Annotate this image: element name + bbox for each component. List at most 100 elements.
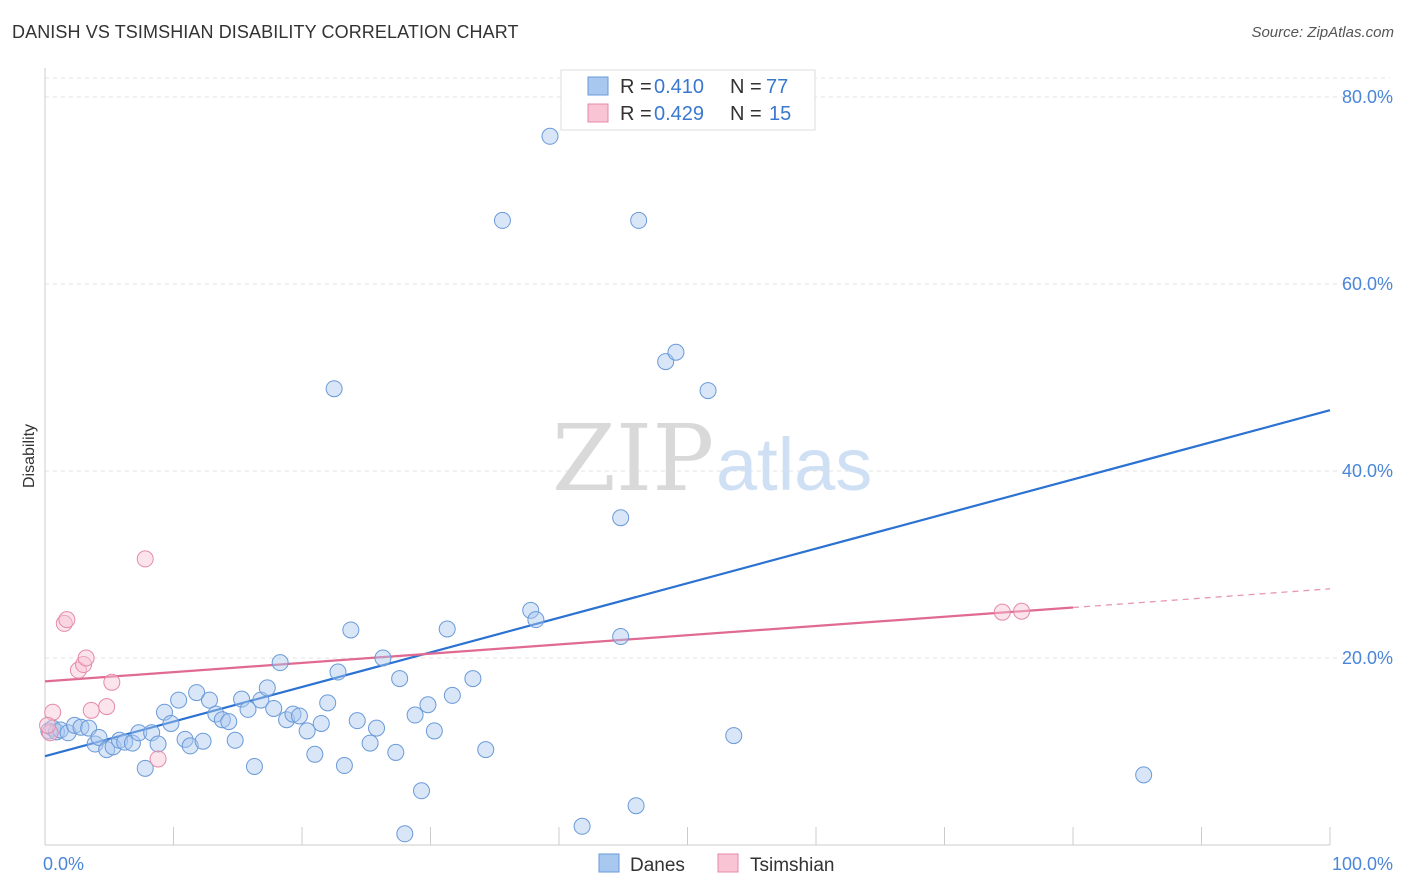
point-danes-77 — [1135, 766, 1153, 784]
point-danes-27 — [207, 705, 225, 723]
point-danes-61 — [443, 686, 461, 704]
point-tsimshian-3 — [58, 611, 76, 629]
watermark-atlas: atlas — [716, 423, 872, 506]
point-danes-50 — [361, 734, 379, 752]
data-points — [39, 127, 1153, 843]
point-danes-23 — [181, 737, 199, 755]
legend-r-label-1: R = — [620, 76, 652, 98]
point-danes-40 — [290, 707, 308, 725]
series-legend: Danes Tsimshian — [598, 853, 834, 876]
point-danes-25 — [194, 732, 212, 750]
point-danes-76 — [725, 727, 743, 745]
chart-title: DANISH VS TSIMSHIAN DISABILITY CORRELATI… — [12, 22, 519, 42]
point-tsimshian-6 — [77, 649, 95, 667]
trend-line-tsimshian — [44, 606, 1074, 683]
point-danes-29 — [220, 713, 238, 731]
legend-r-label-2: R = — [620, 103, 652, 125]
bottom-legend-swatch-tsimshian — [717, 853, 739, 873]
y-tick-label-3: 80.0% — [1342, 87, 1393, 107]
y-axis-label: Disability — [21, 424, 38, 488]
legend-r-value-1: 0.410 — [654, 76, 704, 98]
point-danes-75 — [699, 382, 717, 400]
point-danes-33 — [245, 757, 263, 775]
point-danes-74 — [667, 343, 685, 361]
point-tsimshian-11 — [149, 750, 167, 768]
point-tsimshian-5 — [75, 656, 93, 674]
point-danes-39 — [284, 705, 302, 723]
point-danes-9 — [90, 728, 108, 746]
point-danes-44 — [319, 694, 337, 712]
y-tick-label-0: 20.0% — [1342, 648, 1393, 668]
trend-line-danes — [44, 409, 1331, 758]
legend-swatch-tsimshian — [587, 103, 609, 123]
legend-n-value-1: 77 — [766, 76, 788, 98]
point-danes-30 — [226, 731, 244, 749]
point-danes-65 — [522, 601, 540, 619]
y-tick-label-2: 60.0% — [1342, 274, 1393, 294]
point-danes-41 — [298, 722, 316, 740]
legend-n-label-2: N = — [730, 103, 762, 125]
point-danes-26 — [200, 691, 218, 709]
point-tsimshian-12 — [993, 603, 1011, 621]
trend-lines — [44, 409, 1331, 758]
point-danes-67 — [541, 127, 559, 145]
point-danes-53 — [387, 743, 405, 761]
point-danes-70 — [612, 627, 630, 645]
y-tick-label-1: 40.0% — [1342, 461, 1393, 481]
legend-r-value-2: 0.429 — [654, 103, 704, 125]
point-danes-55 — [396, 825, 414, 843]
point-danes-31 — [233, 690, 251, 708]
point-danes-60 — [438, 620, 456, 638]
point-danes-46 — [329, 663, 347, 681]
x-tick-label-1: 100.0% — [1332, 854, 1393, 874]
trend-extension-tsimshian — [1072, 588, 1331, 609]
point-danes-24 — [188, 684, 206, 702]
point-danes-18 — [149, 735, 167, 753]
point-danes-68 — [573, 817, 591, 835]
point-tsimshian-8 — [98, 698, 116, 716]
point-danes-38 — [278, 711, 296, 729]
bottom-legend-swatch-danes — [598, 853, 620, 873]
point-danes-16 — [136, 759, 154, 777]
point-tsimshian-9 — [103, 673, 121, 691]
point-danes-58 — [419, 696, 437, 714]
point-danes-15 — [130, 724, 148, 742]
source-label: Source: ZipAtlas.com — [1251, 24, 1394, 41]
point-danes-72 — [630, 211, 648, 229]
watermark-zip: ZIP — [552, 405, 714, 512]
watermark: ZIP atlas — [552, 405, 872, 512]
point-tsimshian-1 — [44, 703, 62, 721]
point-danes-48 — [342, 621, 360, 639]
point-danes-64 — [493, 211, 511, 229]
point-danes-20 — [162, 714, 180, 732]
point-tsimshian-13 — [1013, 602, 1031, 620]
correlation-legend: R = 0.410 N = 77 R = 0.429 N = 15 — [560, 69, 816, 131]
point-danes-49 — [348, 712, 366, 730]
point-danes-52 — [374, 649, 392, 667]
point-danes-71 — [627, 797, 645, 815]
x-tick-label-0: 0.0% — [43, 854, 84, 874]
bottom-legend-danes: Danes — [630, 855, 685, 876]
point-danes-63 — [477, 741, 495, 759]
point-danes-35 — [258, 679, 276, 697]
point-danes-66 — [527, 611, 545, 629]
bottom-legend-tsimshian: Tsimshian — [750, 855, 834, 876]
point-danes-57 — [413, 782, 431, 800]
point-danes-28 — [213, 711, 231, 729]
tick-labels: 20.0% 40.0% 60.0% 80.0% 0.0% 100.0% — [43, 87, 1393, 874]
point-tsimshian-10 — [136, 550, 154, 568]
point-tsimshian-14 — [39, 716, 57, 734]
point-tsimshian-7 — [82, 701, 100, 719]
point-danes-42 — [306, 745, 324, 763]
point-danes-37 — [271, 654, 289, 672]
point-danes-59 — [425, 722, 443, 740]
point-danes-36 — [265, 699, 283, 717]
point-danes-43 — [312, 714, 330, 732]
legend-n-value-2: 15 — [769, 103, 791, 125]
point-danes-45 — [325, 380, 343, 398]
point-danes-51 — [368, 719, 386, 737]
point-danes-5 — [66, 716, 84, 734]
point-danes-62 — [464, 670, 482, 688]
point-danes-56 — [406, 706, 424, 724]
